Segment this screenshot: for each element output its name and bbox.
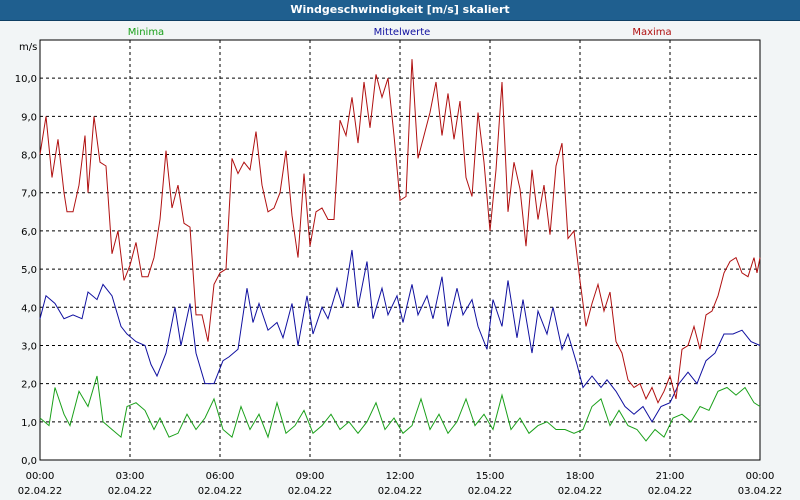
x-tick-time: 06:00	[206, 471, 235, 482]
x-tick-time: 03:00	[116, 471, 145, 482]
y-axis-label: m/s	[19, 42, 37, 53]
grid	[40, 40, 760, 460]
y-axis-ticks: 0,0 1,0 2,0 3,0 4,0 5,0 6,0 7,0 8,0 9,0 10,0	[15, 74, 37, 467]
x-tick-date: 02.04.22	[378, 486, 423, 497]
y-tick-label: 6,0	[21, 227, 37, 238]
x-tick-date: 02.04.22	[558, 486, 603, 497]
legend-mittelwerte: Mittelwerte	[374, 27, 431, 38]
x-tick-time: 09:00	[296, 471, 325, 482]
x-tick-time: 18:00	[566, 471, 595, 482]
series-line-maxima	[39, 59, 761, 404]
x-tick-date: 02.04.22	[108, 486, 153, 497]
x-tick-date: 02.04.22	[288, 486, 333, 497]
x-tick-date: 02.04.22	[648, 486, 693, 497]
x-tick-date: 02.04.22	[18, 486, 63, 497]
x-tick-date: 02.04.22	[468, 486, 513, 497]
y-tick-label: 0,0	[21, 456, 37, 467]
x-tick-date: 02.04.22	[198, 486, 243, 497]
x-tick-time: 00:00	[26, 471, 55, 482]
x-tick-date: 03.04.22	[738, 486, 783, 497]
chart-title: Windgeschwindigkeit [m/s] skaliert	[0, 0, 800, 21]
series-lines	[39, 59, 761, 442]
x-tick-time: 00:00	[746, 471, 775, 482]
x-tick-time: 12:00	[386, 471, 415, 482]
series-line-minima	[39, 375, 761, 442]
series-line-mittelwerte	[39, 249, 761, 423]
legend-minima: Minima	[128, 27, 164, 38]
x-tick-time: 21:00	[656, 471, 685, 482]
y-tick-label: 3,0	[21, 341, 37, 352]
y-tick-label: 7,0	[21, 189, 37, 200]
x-tick-time: 15:00	[476, 471, 505, 482]
y-tick-label: 2,0	[21, 380, 37, 391]
y-tick-label: 1,0	[21, 418, 37, 429]
x-axis-ticks: 00:00 02.04.22 03:00 02.04.22 06:00 02.04.22 0…	[18, 471, 783, 497]
y-tick-label: 5,0	[21, 265, 37, 276]
y-tick-label: 10,0	[15, 74, 37, 85]
y-tick-label: 8,0	[21, 151, 37, 162]
y-tick-label: 9,0	[21, 112, 37, 123]
y-tick-label: 4,0	[21, 303, 37, 314]
legend-maxima: Maxima	[632, 27, 671, 38]
